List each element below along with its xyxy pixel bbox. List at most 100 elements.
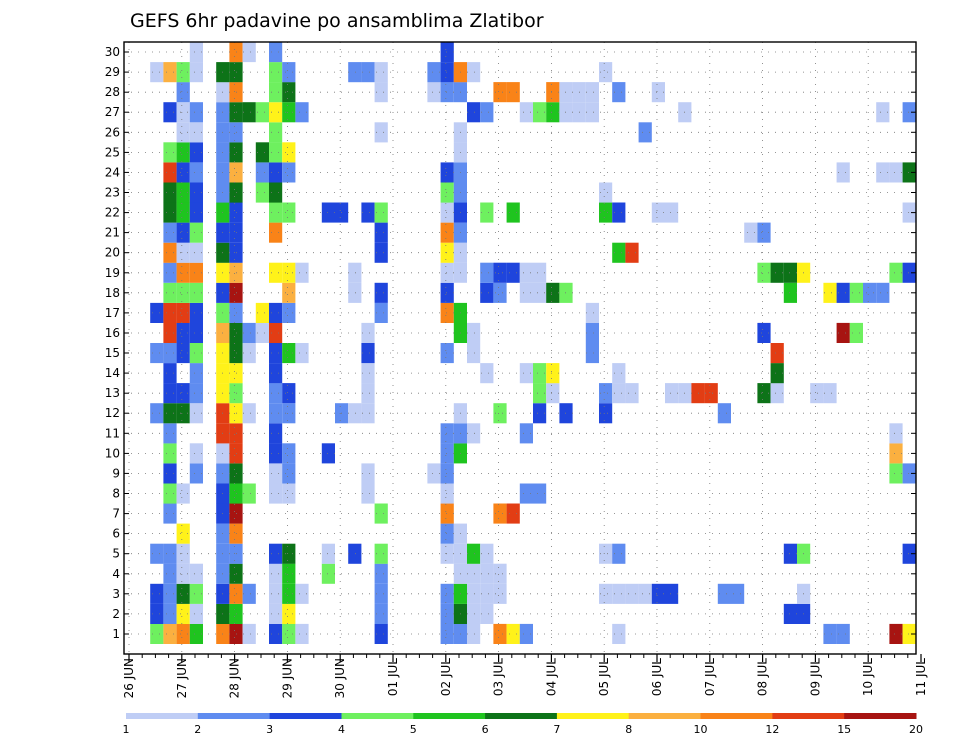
x-tick-label: 07 JUL — [703, 658, 717, 696]
y-tick-label: 24 — [105, 165, 120, 179]
heatmap-cell — [348, 403, 362, 424]
heatmap-cell — [176, 322, 190, 343]
heatmap-cell — [269, 423, 283, 444]
heatmap-cell — [440, 222, 454, 243]
heatmap-cell — [282, 102, 296, 123]
colorbar-swatch — [556, 713, 630, 719]
heatmap-cell — [440, 603, 454, 624]
heatmap-cell — [189, 322, 203, 343]
heatmap-cell — [189, 383, 203, 404]
heatmap-cell — [757, 262, 771, 283]
heatmap-cell — [704, 383, 718, 404]
heatmap-cell — [612, 623, 626, 644]
y-tick-label: 28 — [105, 85, 120, 99]
heatmap-cell — [176, 262, 190, 283]
heatmap-cell — [651, 82, 665, 103]
colorbar-label: 8 — [625, 723, 632, 736]
y-tick-label: 14 — [105, 366, 120, 380]
heatmap-cell — [189, 102, 203, 123]
heatmap-cell — [493, 583, 507, 604]
heatmap-cell — [176, 543, 190, 564]
y-tick-label: 30 — [105, 45, 120, 59]
heatmap-cell — [480, 282, 494, 303]
heatmap-cell — [599, 62, 613, 83]
heatmap-cell — [533, 363, 547, 384]
heatmap-cell — [612, 543, 626, 564]
heatmap-cell — [189, 623, 203, 644]
heatmap-cell — [269, 42, 283, 63]
heatmap-cell — [480, 543, 494, 564]
heatmap-cell — [440, 42, 454, 63]
heatmap-cell — [282, 443, 296, 464]
heatmap-cell — [255, 302, 269, 323]
heatmap-cell — [427, 82, 441, 103]
heatmap-cell — [269, 222, 283, 243]
heatmap-cell — [150, 302, 164, 323]
heatmap-cell — [625, 583, 639, 604]
heatmap-cell — [849, 282, 863, 303]
colorbar-label: 10 — [694, 723, 708, 736]
heatmap-cell — [361, 383, 375, 404]
heatmap-cell — [269, 122, 283, 143]
heatmap-cell — [282, 483, 296, 504]
heatmap-cell — [176, 162, 190, 183]
heatmap-cell — [585, 302, 599, 323]
heatmap-cell — [282, 603, 296, 624]
heatmap-cell — [599, 403, 613, 424]
heatmap-cell — [163, 343, 177, 364]
heatmap-cell — [282, 262, 296, 283]
heatmap-cell — [150, 543, 164, 564]
heatmap-cell — [282, 302, 296, 323]
colorbar-swatch — [700, 713, 773, 719]
heatmap-cell — [440, 62, 454, 83]
heatmap-cell — [176, 302, 190, 323]
heatmap-cell — [519, 262, 533, 283]
heatmap-cell — [361, 403, 375, 424]
heatmap-cell — [361, 202, 375, 223]
heatmap-cell — [163, 383, 177, 404]
heatmap-cell — [150, 623, 164, 644]
heatmap-cell — [255, 102, 269, 123]
y-tick-label: 23 — [105, 186, 120, 200]
heatmap-cell — [189, 222, 203, 243]
heatmap-cell — [282, 623, 296, 644]
heatmap-cell — [440, 343, 454, 364]
heatmap-cell — [770, 363, 784, 384]
heatmap-cell — [440, 583, 454, 604]
heatmap-cell — [889, 162, 903, 183]
heatmap-cell — [836, 322, 850, 343]
y-tick-label: 27 — [105, 105, 120, 119]
heatmap-cell — [189, 262, 203, 283]
heatmap-cell — [374, 282, 388, 303]
heatmap-cell — [163, 483, 177, 504]
heatmap-cell — [163, 202, 177, 223]
heatmap-cell — [282, 142, 296, 163]
y-tick-label: 29 — [105, 65, 120, 79]
heatmap-cell — [440, 483, 454, 504]
heatmap-cell — [163, 543, 177, 564]
heatmap-cell — [374, 222, 388, 243]
heatmap-cell — [625, 383, 639, 404]
heatmap-cell — [374, 563, 388, 584]
heatmap-cell — [651, 583, 665, 604]
y-tick-label: 13 — [105, 386, 120, 400]
heatmap-cell — [823, 623, 837, 644]
heatmap-cell — [150, 583, 164, 604]
y-tick-label: 11 — [105, 426, 120, 440]
heatmap-cell — [269, 383, 283, 404]
heatmap-cell — [467, 583, 481, 604]
heatmap-cell — [374, 202, 388, 223]
heatmap-cell — [361, 322, 375, 343]
heatmap-cell — [533, 282, 547, 303]
heatmap-cell — [295, 623, 309, 644]
heatmap-cell — [176, 603, 190, 624]
heatmap-cell — [269, 583, 283, 604]
heatmap-cell — [467, 543, 481, 564]
heatmap-cell — [612, 363, 626, 384]
heatmap-cell — [638, 122, 652, 143]
x-tick-label: 10 JUL — [861, 658, 875, 696]
heatmap-cell — [189, 162, 203, 183]
x-tick-label: 04 JUL — [544, 658, 558, 696]
heatmap-cell — [295, 262, 309, 283]
